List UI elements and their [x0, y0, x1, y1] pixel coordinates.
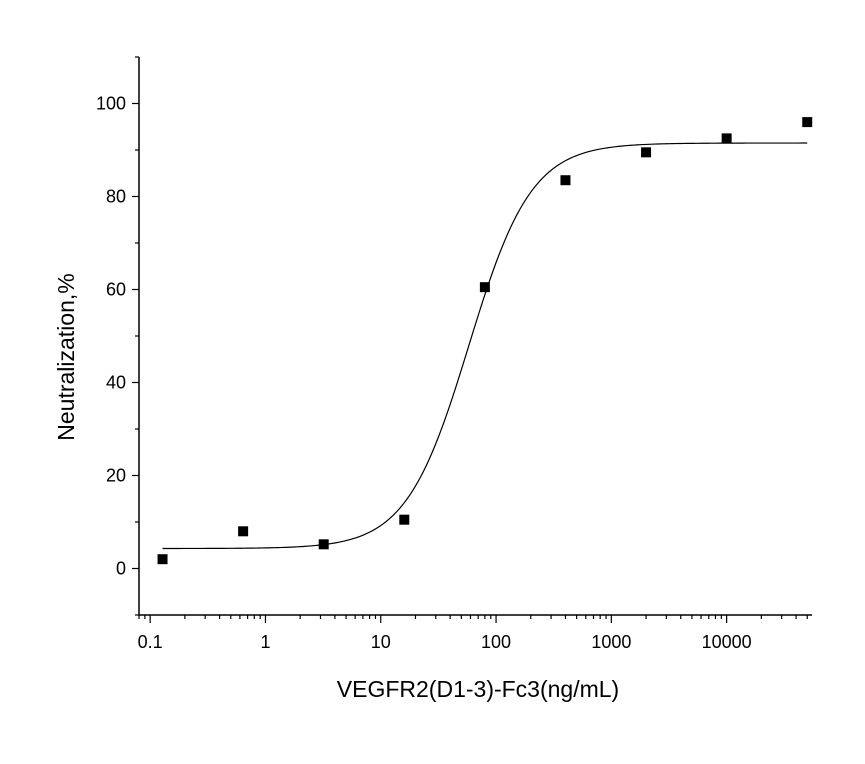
x-tick-label: 10000 [702, 632, 752, 652]
x-ticks: 0.1 1 10 100 1000 10000 [138, 615, 808, 652]
y-tick-label: 20 [106, 466, 126, 486]
y-tick-label: 80 [106, 187, 126, 207]
data-point [721, 133, 732, 144]
data-point [399, 514, 410, 525]
data-point [157, 554, 168, 565]
data-point [560, 175, 571, 186]
y-tick-label: 0 [116, 559, 126, 579]
data-point [479, 282, 490, 293]
x-tick-label: 1000 [591, 632, 631, 652]
x-axis-title: VEGFR2(D1-3)-Fc3(ng/mL) [337, 676, 619, 702]
y-tick-label: 60 [106, 280, 126, 300]
data-point [641, 147, 652, 158]
x-tick-label: 10 [371, 632, 391, 652]
y-tick-label: 100 [96, 94, 126, 114]
y-ticks: 0 20 40 60 80 100 [96, 56, 139, 616]
data-point [802, 117, 813, 128]
data-points [157, 117, 813, 565]
x-tick-label: 0.1 [138, 632, 163, 652]
y-tick-label: 40 [106, 373, 126, 393]
data-point [238, 526, 249, 537]
data-point [318, 539, 329, 550]
fit-curve [162, 142, 808, 550]
x-tick-label: 100 [481, 632, 511, 652]
y-axis-title: Neutralization,% [53, 273, 79, 440]
x-tick-label: 1 [260, 632, 270, 652]
